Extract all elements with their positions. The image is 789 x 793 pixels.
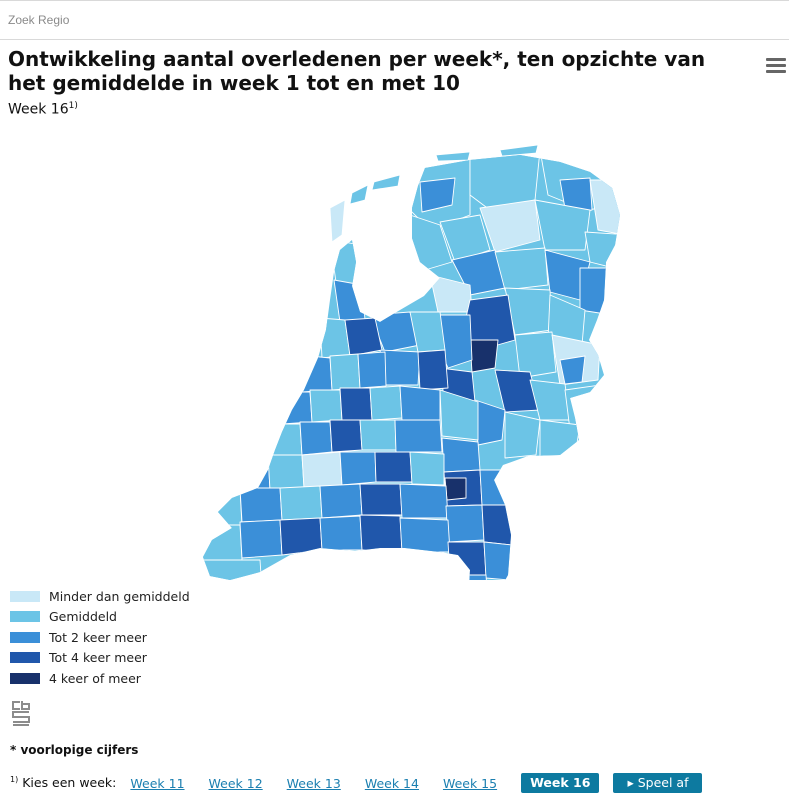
legend-item: Tot 2 keer meer — [10, 627, 190, 648]
legend-label: Tot 2 keer meer — [49, 629, 147, 645]
week-14-link[interactable]: Week 14 — [364, 775, 419, 791]
search-bar[interactable]: Zoek Regio — [0, 0, 789, 40]
map-legend: Minder dan gemiddeld Gemiddeld Tot 2 kee… — [10, 586, 190, 689]
legend-item: Tot 4 keer meer — [10, 648, 190, 669]
search-region-input[interactable]: Zoek Regio — [8, 13, 70, 27]
play-label: Speel af — [637, 775, 689, 790]
footnote: * voorlopige cijfers — [10, 743, 139, 757]
week-16-active-button[interactable]: Week 16 — [521, 773, 600, 793]
legend-swatch — [10, 611, 40, 623]
legend-label: Gemiddeld — [49, 609, 117, 625]
legend-swatch — [10, 590, 40, 602]
hamburger-menu-icon[interactable] — [766, 58, 786, 74]
cbs-logo-icon — [12, 701, 30, 726]
week-13-link[interactable]: Week 13 — [286, 775, 341, 791]
week-12-link[interactable]: Week 12 — [208, 775, 263, 791]
week-15-link[interactable]: Week 15 — [442, 775, 498, 791]
week-11-link[interactable]: Week 11 — [130, 775, 185, 791]
play-button[interactable]: ▸ Speel af — [613, 773, 703, 793]
page-title: Ontwikkeling aantal overledenen per week… — [8, 47, 706, 95]
week-selector-label: 1) Kies een week: — [10, 775, 116, 790]
choropleth-map — [203, 144, 620, 580]
choose-week-text: Kies een week: — [22, 775, 117, 791]
map-subtitle: Week 161) — [8, 101, 78, 118]
legend-item: Minder dan gemiddeld — [10, 586, 190, 607]
legend-label: Tot 4 keer meer — [49, 650, 147, 666]
subtitle-week: Week 16 — [8, 101, 69, 118]
legend-label: Minder dan gemiddeld — [49, 588, 190, 604]
legend-label: 4 keer of meer — [49, 670, 141, 686]
legend-swatch — [10, 631, 40, 643]
footnote-marker: 1) — [10, 775, 19, 785]
subtitle-footnote-marker: 1) — [68, 101, 78, 111]
legend-swatch — [10, 672, 40, 684]
legend-swatch — [10, 652, 40, 664]
play-icon: ▸ — [627, 775, 634, 790]
legend-item: 4 keer of meer — [10, 668, 190, 689]
legend-item: Gemiddeld — [10, 607, 190, 628]
week-selector: 1) Kies een week: Week 11 Week 12 Week 1… — [10, 773, 703, 793]
